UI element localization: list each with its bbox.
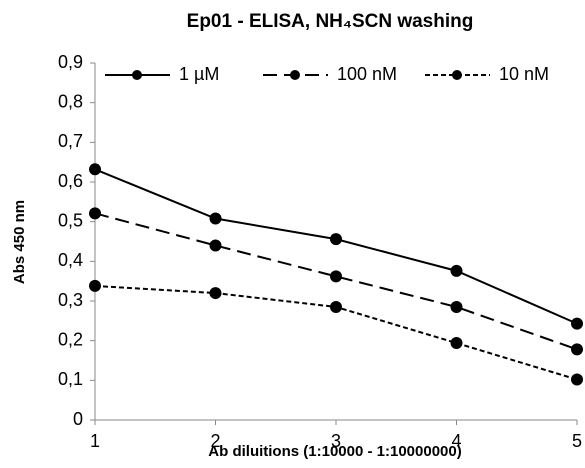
legend-marker — [452, 70, 462, 80]
data-point — [89, 163, 101, 176]
x-tick-label: 2 — [210, 431, 220, 451]
y-tick-label: 0 — [73, 409, 83, 429]
x-tick-label: 1 — [90, 431, 100, 451]
data-point — [330, 233, 342, 246]
data-point — [89, 279, 101, 292]
y-tick-label: 0,8 — [58, 91, 83, 111]
data-point — [450, 264, 463, 277]
legend-label: 1 µM — [179, 64, 219, 84]
y-axis-title: Abs 450 nm — [11, 200, 28, 284]
y-tick-label: 0,4 — [58, 250, 83, 270]
data-point — [89, 207, 101, 220]
legend-label: 10 nM — [499, 64, 549, 84]
x-tick-label: 4 — [451, 431, 461, 451]
y-tick-label: 0,9 — [58, 52, 83, 72]
chart-title: Ep01 - ELISA, NH₄SCN washing — [187, 11, 474, 32]
y-tick-label: 0,2 — [58, 329, 83, 349]
legend-marker — [132, 70, 142, 80]
legend-marker — [290, 70, 300, 80]
x-tick-label: 5 — [572, 431, 582, 451]
y-tick-label: 0,1 — [58, 369, 83, 389]
x-axis-title: Ab diluitions (1:10000 - 1:10000000) — [208, 443, 461, 460]
y-tick-label: 0,6 — [58, 171, 83, 191]
data-point — [330, 270, 342, 283]
data-point — [209, 212, 222, 225]
data-point — [330, 300, 342, 313]
y-tick-label: 0,7 — [58, 131, 83, 151]
data-point — [571, 373, 583, 386]
x-tick-label: 3 — [331, 431, 341, 451]
data-point — [209, 239, 222, 252]
data-point — [209, 287, 222, 300]
y-tick-label: 0,5 — [58, 210, 83, 230]
data-point — [571, 343, 583, 356]
data-point — [450, 337, 463, 350]
series-line — [94, 168, 578, 325]
legend-label: 100 nM — [337, 64, 397, 84]
data-point — [571, 317, 583, 330]
y-tick-label: 0,3 — [58, 290, 83, 310]
data-point — [450, 300, 463, 313]
series-line — [94, 284, 578, 381]
